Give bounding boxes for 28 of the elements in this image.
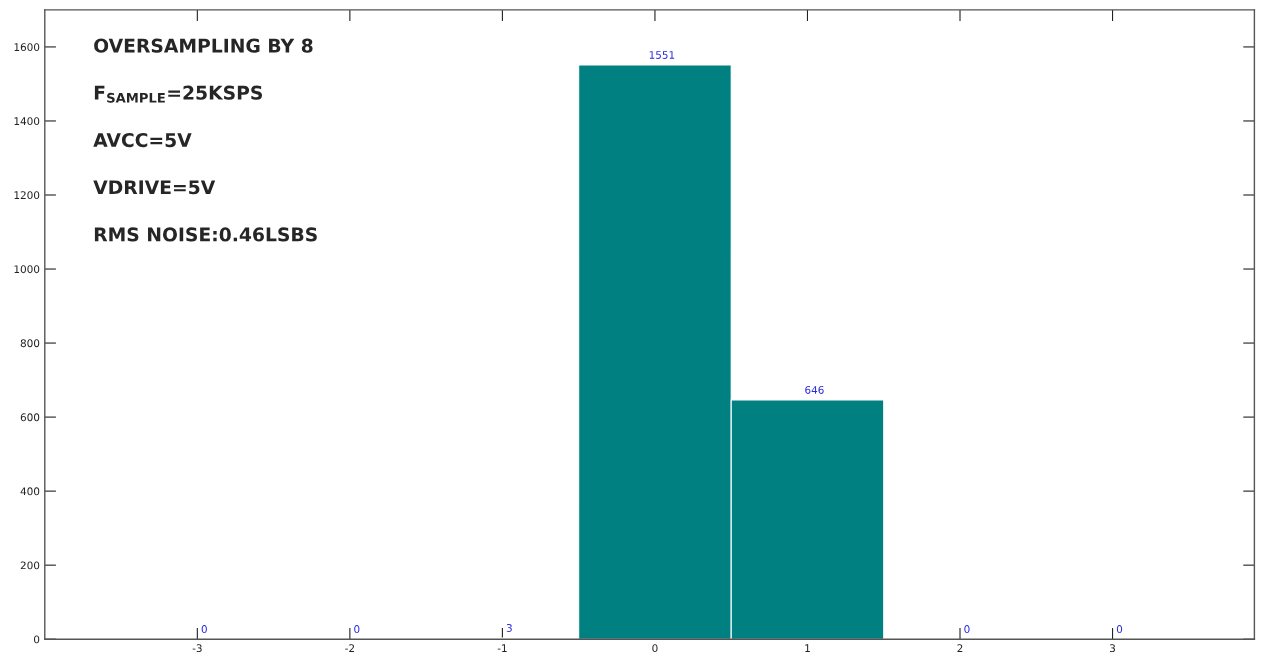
annotation: VDRIVE=5V [93,180,216,195]
y-tick-label: 800 [20,339,40,348]
x-tick-label: 1 [805,644,810,652]
data-label: 0 [1116,625,1123,633]
y-tick-label: 400 [20,487,40,496]
annotation: RMS NOISE:0.46LSBS [94,227,317,242]
y-tick-label: 0 [34,635,40,644]
y-tick-label: 1400 [14,117,40,126]
y-tick-label: 200 [20,561,40,570]
annotation: F$_{SAMPLE}$=25KSPS [94,85,263,103]
annotation: AVCC=5V [93,132,192,148]
x-tick-label: -1 [497,644,507,652]
y-tick-label: 1000 [14,265,40,274]
x-tick-label: 3 [1110,644,1116,653]
y-tick-label: 1200 [14,191,40,200]
data-label: 3 [506,624,512,632]
x-tick-label: 0 [652,644,658,653]
data-label: 0 [354,625,360,633]
y-tick-label: 1600 [14,43,40,52]
y-tick-label: 600 [20,413,40,422]
data-label: 646 [805,386,824,394]
data-label: 0 [964,625,970,633]
data-label: 1551 [649,51,675,59]
x-tick-label: -2 [345,644,355,652]
annotation: OVERSAMPLING BY 8 [94,38,313,53]
x-tick-label: 2 [957,644,963,652]
data-label: 0 [201,625,207,633]
x-tick-label: -3 [192,644,202,653]
